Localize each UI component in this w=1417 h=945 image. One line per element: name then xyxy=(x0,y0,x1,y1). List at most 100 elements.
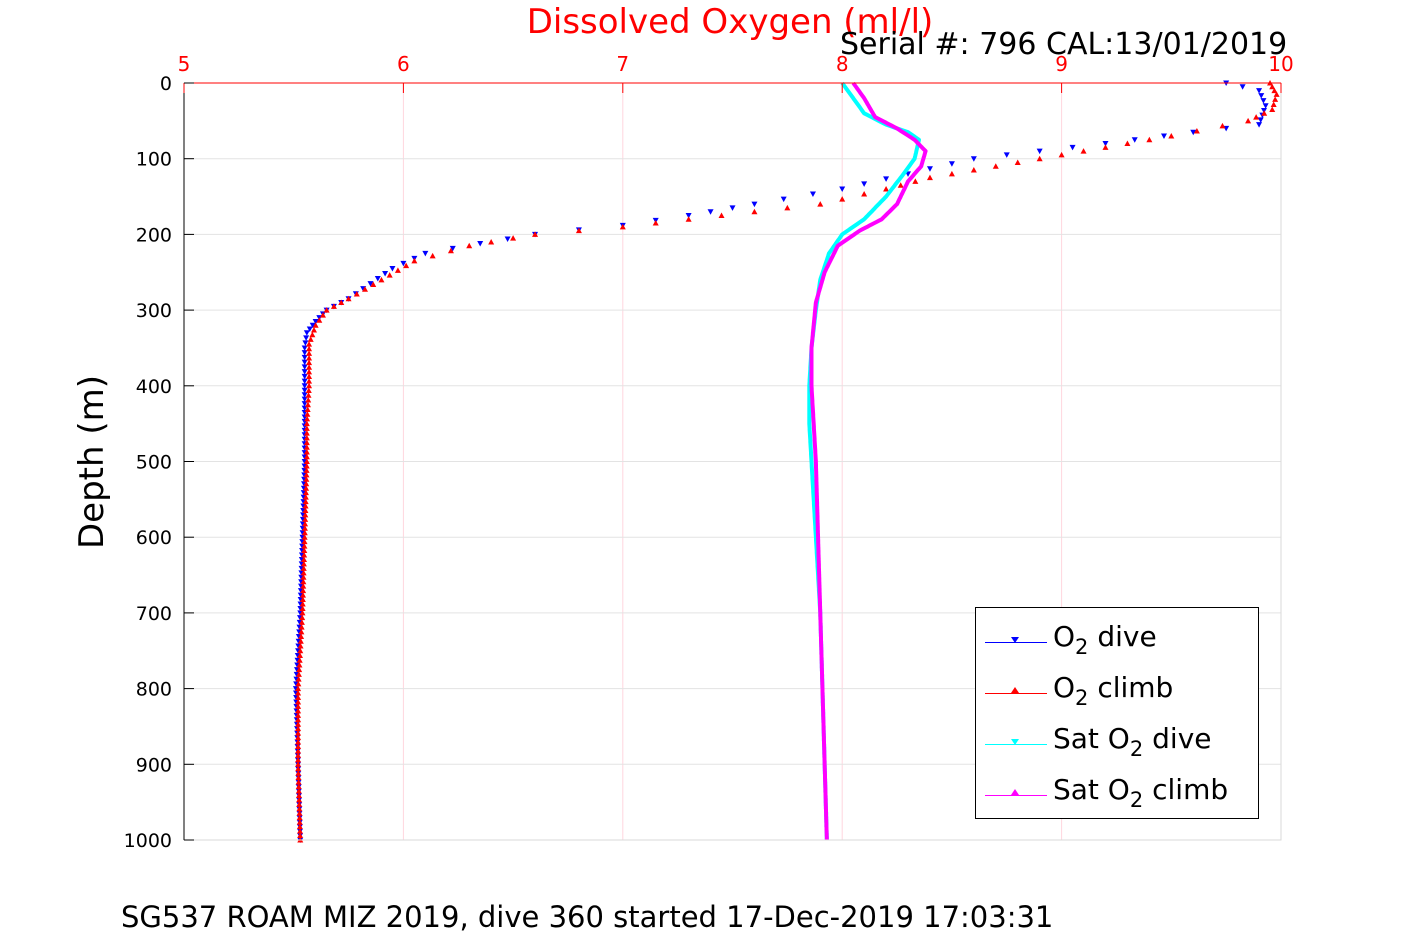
data-point-marker xyxy=(306,364,313,370)
data-point-marker xyxy=(302,507,309,513)
data-point-marker xyxy=(306,378,313,384)
x-tick-label: 5 xyxy=(178,52,191,76)
data-point-marker xyxy=(1269,83,1276,90)
data-point-marker xyxy=(1080,148,1087,154)
data-point-marker xyxy=(303,449,310,455)
data-point-marker xyxy=(1160,133,1167,139)
data-point-marker xyxy=(370,281,377,288)
data-point-marker xyxy=(301,538,308,545)
data-point-marker xyxy=(532,231,539,237)
serial-calibration-annotation: Serial #: 796 CAL:13/01/2019 xyxy=(840,27,1288,62)
data-point-marker xyxy=(306,382,313,389)
data-point-marker xyxy=(429,252,436,259)
data-point-marker xyxy=(970,156,977,162)
data-point-marker xyxy=(295,783,302,790)
data-point-marker xyxy=(1146,136,1153,143)
data-point-marker xyxy=(300,578,307,585)
data-point-marker xyxy=(300,569,307,576)
data-point-marker xyxy=(301,529,308,536)
data-point-marker xyxy=(378,276,385,283)
y-tick-label: 0 xyxy=(160,73,172,95)
series-layer xyxy=(292,80,1280,843)
data-point-marker xyxy=(302,340,309,346)
data-point-marker xyxy=(295,676,302,682)
data-point-marker xyxy=(299,596,306,603)
y-tick-label: 400 xyxy=(136,376,172,398)
y-tick-label: 500 xyxy=(136,452,172,474)
data-point-marker xyxy=(305,392,312,398)
data-point-marker xyxy=(295,690,302,696)
data-point-marker xyxy=(303,453,310,460)
data-point-marker xyxy=(296,823,303,830)
data-point-marker xyxy=(303,462,310,469)
data-point-marker xyxy=(298,628,305,635)
data-point-marker xyxy=(295,765,302,772)
data-point-marker xyxy=(301,354,308,361)
data-point-marker xyxy=(295,685,302,692)
data-point-marker xyxy=(303,467,310,473)
data-point-marker xyxy=(300,587,307,594)
y-axis-label: Depth (m) xyxy=(72,374,112,550)
data-point-marker xyxy=(1193,127,1200,134)
legend-item-o2-dive: O2 dive xyxy=(976,613,1258,658)
data-point-marker xyxy=(302,489,309,496)
data-point-marker xyxy=(301,547,308,554)
data-point-marker xyxy=(306,341,313,347)
data-point-marker xyxy=(362,286,369,292)
data-point-marker xyxy=(302,498,309,505)
data-point-marker xyxy=(1102,144,1109,150)
legend-item-sat-o2-climb: Sat O2 climb xyxy=(976,766,1258,811)
data-point-marker xyxy=(729,205,736,211)
legend-label: Sat O2 dive xyxy=(1053,722,1212,761)
y-tick-label: 900 xyxy=(136,754,172,776)
data-point-marker xyxy=(295,788,302,794)
data-point-marker xyxy=(303,420,310,427)
data-point-marker xyxy=(1261,110,1268,116)
triangle-up-marker-icon xyxy=(1011,789,1019,795)
data-point-marker xyxy=(295,792,302,798)
data-point-marker xyxy=(1036,148,1043,155)
data-point-marker xyxy=(1256,88,1263,94)
data-point-marker xyxy=(1273,91,1280,97)
data-point-marker xyxy=(302,520,309,527)
data-point-marker xyxy=(300,574,307,580)
data-point-marker xyxy=(306,373,313,380)
data-point-marker xyxy=(345,295,352,302)
data-point-marker xyxy=(301,534,308,540)
data-point-marker xyxy=(1102,141,1109,147)
data-point-marker xyxy=(299,605,306,611)
data-point-marker xyxy=(306,355,313,361)
data-point-marker xyxy=(338,299,345,306)
data-point-marker xyxy=(948,170,955,177)
data-point-marker xyxy=(299,614,306,621)
data-point-marker xyxy=(353,291,360,297)
data-point-marker xyxy=(1269,106,1276,112)
y-tick-label: 200 xyxy=(136,224,172,246)
legend-label: O2 climb xyxy=(1053,671,1174,710)
data-point-marker xyxy=(575,227,582,234)
data-point-marker xyxy=(296,666,303,673)
data-point-marker xyxy=(883,176,890,182)
data-point-marker xyxy=(504,236,511,242)
legend-swatch xyxy=(985,693,1047,694)
x-tick-label: 7 xyxy=(616,52,629,76)
data-point-marker xyxy=(307,336,314,342)
data-point-marker xyxy=(301,350,308,356)
data-point-marker xyxy=(296,810,303,816)
data-point-marker xyxy=(297,647,304,654)
data-point-marker xyxy=(466,242,473,249)
data-point-marker xyxy=(301,359,308,366)
data-point-marker xyxy=(301,396,308,403)
x-tick-label: 8 xyxy=(836,52,849,76)
series-sat-o2-climb xyxy=(809,81,928,841)
data-point-marker xyxy=(839,196,846,202)
data-point-marker xyxy=(298,619,305,625)
data-point-marker xyxy=(300,565,307,571)
data-point-marker xyxy=(309,322,316,329)
data-point-marker xyxy=(301,556,308,562)
data-point-marker xyxy=(303,434,310,441)
data-point-marker xyxy=(304,411,311,417)
data-point-marker xyxy=(312,318,319,325)
data-point-marker xyxy=(296,805,303,812)
data-point-marker xyxy=(447,247,454,254)
